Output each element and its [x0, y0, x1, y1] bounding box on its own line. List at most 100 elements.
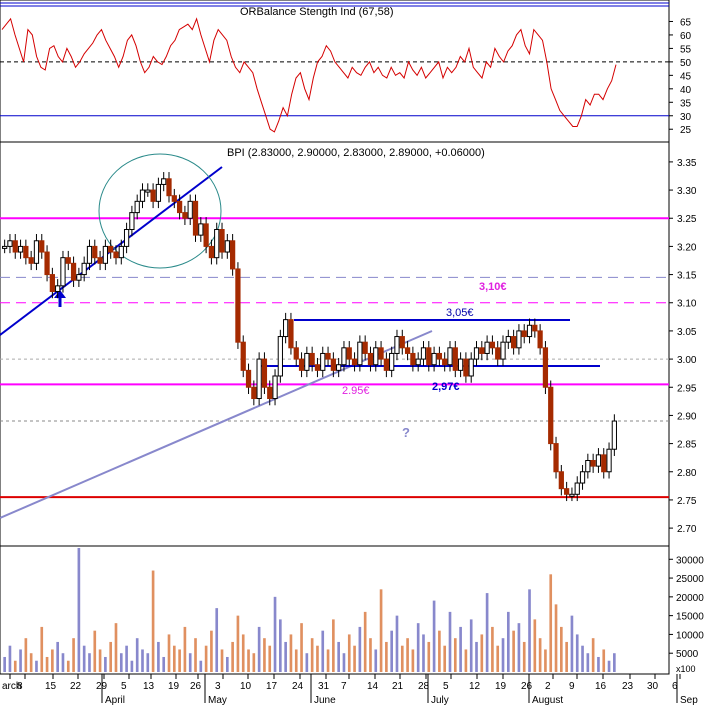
candle — [595, 448, 602, 473]
volume-bar — [496, 645, 500, 672]
x-tick-label: 23 — [622, 681, 634, 692]
volume-bar — [257, 626, 261, 672]
candle-body — [166, 178, 172, 197]
month-label: July — [431, 695, 449, 706]
volume-bar — [93, 630, 97, 672]
x-tick-label: 3 — [215, 681, 221, 692]
candle — [309, 346, 315, 372]
candle-body — [267, 386, 273, 400]
candle — [2, 239, 8, 254]
candle-body — [304, 352, 310, 371]
candle-body — [330, 358, 336, 371]
candle-body — [579, 471, 586, 484]
volume-bar — [575, 634, 579, 672]
volume-bar — [491, 626, 494, 672]
candle — [293, 341, 299, 366]
x-tick-label: 16 — [595, 681, 607, 692]
price-title: BPI (2.83000, 2.90000, 2.83000, 2.89000,… — [227, 147, 485, 159]
candle-body — [224, 240, 230, 253]
candle-body — [447, 347, 453, 366]
volume-bar — [438, 630, 441, 672]
highlight-circle — [98, 153, 222, 269]
price-tick-label: 3.25 — [677, 214, 697, 225]
volume-bar — [8, 645, 12, 672]
candle-body — [590, 459, 596, 467]
candle — [55, 279, 61, 299]
candle-body — [28, 257, 34, 264]
indicator-tick-label: 50 — [680, 58, 692, 69]
volume-bar — [554, 604, 558, 672]
candle — [468, 352, 474, 383]
volume-tick-label: 15000 — [676, 612, 704, 623]
candle-body — [489, 341, 496, 349]
volume-bar — [501, 638, 505, 672]
candle — [452, 341, 458, 378]
candle-body — [585, 459, 591, 473]
x-tick-label: 31 — [318, 681, 330, 692]
candle-body — [426, 347, 432, 366]
candle — [304, 346, 310, 378]
candle-body — [155, 183, 162, 202]
candle-body — [261, 358, 268, 388]
candle-body — [298, 358, 305, 371]
volume-bar — [517, 623, 521, 672]
candle-body — [399, 336, 405, 349]
volume-bar — [40, 626, 44, 672]
volume-bar — [522, 641, 526, 672]
candle — [171, 188, 177, 209]
candle — [336, 357, 342, 378]
candle — [489, 335, 496, 355]
volume-bar — [390, 630, 394, 672]
candle — [389, 346, 395, 378]
volume-bar — [475, 641, 478, 672]
volume-tick-label: 30000 — [676, 555, 704, 566]
candle — [113, 245, 119, 265]
volume-bar — [114, 623, 118, 672]
candle-body — [235, 268, 241, 343]
candle — [60, 250, 66, 293]
volume-tick-label: 25000 — [676, 574, 704, 585]
volume-bar — [369, 638, 372, 672]
volume-bar — [279, 619, 282, 672]
candle — [65, 250, 71, 271]
candle-body — [17, 245, 24, 253]
candle — [579, 465, 586, 490]
price-tick-label: 2.95 — [677, 383, 697, 394]
candle — [81, 256, 87, 282]
volume-bar — [109, 641, 113, 672]
volume-bar — [135, 638, 139, 672]
candle-body — [108, 245, 114, 253]
candle — [192, 194, 199, 242]
volume-bar — [268, 645, 272, 672]
volume-bar — [104, 656, 107, 672]
volume-tick-label: 20000 — [676, 593, 704, 604]
volume-bar — [141, 649, 144, 672]
price-tick-label: 2.75 — [677, 496, 697, 507]
candle — [277, 329, 283, 383]
candle-body — [118, 245, 124, 259]
candle — [574, 476, 580, 502]
candle — [23, 239, 29, 265]
candle-body — [415, 358, 421, 366]
volume-bar — [326, 649, 330, 672]
candle — [484, 335, 490, 361]
candle-body — [548, 386, 554, 445]
candle-body — [351, 358, 358, 366]
candle — [436, 346, 443, 366]
month-label: April — [105, 695, 125, 706]
candle — [479, 341, 485, 361]
candle — [187, 194, 193, 225]
volume-bar — [247, 649, 250, 672]
candle — [49, 267, 55, 299]
volume-bar — [347, 634, 351, 672]
candle-body — [12, 240, 18, 253]
volume-bar — [544, 649, 547, 672]
candle — [139, 183, 146, 209]
candle — [208, 239, 215, 265]
volume-bar — [119, 653, 123, 672]
candle-body — [404, 347, 411, 354]
candle-body — [81, 262, 87, 276]
x-tick-label: 10 — [240, 681, 252, 692]
candle-body — [320, 352, 326, 371]
volume-bar — [400, 645, 404, 672]
